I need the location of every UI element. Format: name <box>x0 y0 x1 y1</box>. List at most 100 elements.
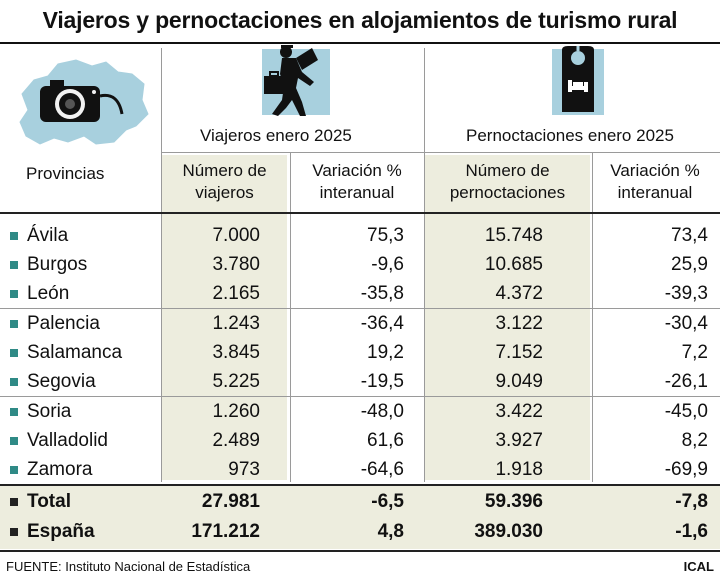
cell-pernoctaciones: 59.396 <box>484 491 543 512</box>
cell-viajeros: 3.780 <box>212 254 260 275</box>
header-var-pernoct-line1: Variación % <box>610 161 700 180</box>
shade-num-pernoct <box>425 155 590 480</box>
divider-h-group-1 <box>0 308 720 309</box>
header-num-pernoct: Número de pernoctaciones <box>425 160 590 204</box>
cell-pernoctaciones: 10.685 <box>484 254 543 275</box>
cell-var-viajeros: 19,2 <box>367 342 404 363</box>
header-var-pernoct-line2: interanual <box>617 183 693 202</box>
group-label-pernoctaciones: Pernoctaciones enero 2025 <box>466 126 674 145</box>
cell-viajeros: 2.489 <box>212 430 260 451</box>
row-bullet <box>10 232 18 240</box>
cell-viajeros: 973 <box>228 459 260 480</box>
divider-h-bottom <box>0 550 720 552</box>
cell-viajeros: 5.225 <box>212 371 260 392</box>
cell-pernoctaciones: 15.748 <box>484 225 543 246</box>
divider-h-totals <box>0 484 720 486</box>
cell-var-viajeros: -19,5 <box>360 371 404 392</box>
cell-var-pernoct: -30,4 <box>664 313 708 334</box>
cell-viajeros: 171.212 <box>191 521 260 542</box>
cell-var-pernoct: -7,8 <box>675 491 708 512</box>
cell-pernoctaciones: 3.122 <box>495 313 543 334</box>
header-var-viajeros: Variación % interanual <box>292 160 422 204</box>
cell-pernoctaciones: 4.372 <box>495 283 543 304</box>
divider-h-header <box>162 152 720 153</box>
agency-credit: ICAL <box>683 559 714 574</box>
province-name: Total <box>27 491 71 512</box>
province-name: León <box>27 283 70 304</box>
cell-var-pernoct: -1,6 <box>675 521 708 542</box>
cell-var-pernoct: 7,2 <box>681 342 708 363</box>
cell-pernoctaciones: 1.918 <box>495 459 543 480</box>
cell-pernoctaciones: 7.152 <box>495 342 543 363</box>
row-bullet <box>10 437 18 445</box>
cell-var-viajeros: 61,6 <box>367 430 404 451</box>
header-var-pernoct: Variación % interanual <box>595 160 715 204</box>
title-divider <box>0 42 720 44</box>
province-name: España <box>27 521 95 542</box>
province-name: Burgos <box>27 254 88 275</box>
divider-v-3 <box>424 48 425 482</box>
province-name: Ávila <box>27 225 69 246</box>
divider-h-body-top <box>0 212 720 214</box>
cell-var-pernoct: 25,9 <box>671 254 708 275</box>
cell-pernoctaciones: 3.927 <box>495 430 543 451</box>
cell-pernoctaciones: 389.030 <box>474 521 543 542</box>
cell-var-viajeros: -35,8 <box>360 283 404 304</box>
source-note: FUENTE: Instituto Nacional de Estadístic… <box>6 558 250 576</box>
province-name: Valladolid <box>27 430 108 451</box>
divider-v-4 <box>592 152 593 482</box>
cell-var-viajeros: -6,5 <box>371 491 404 512</box>
cell-viajeros: 1.260 <box>212 401 260 422</box>
cell-viajeros: 2.165 <box>212 283 260 304</box>
header-var-viajeros-line2: interanual <box>319 183 395 202</box>
cell-var-pernoct: -26,1 <box>664 371 708 392</box>
cell-pernoctaciones: 3.422 <box>495 401 543 422</box>
header-num-pernoct-line1: Número de <box>465 161 550 180</box>
cell-viajeros: 27.981 <box>201 491 260 512</box>
province-name: Soria <box>27 401 72 422</box>
group-label-viajeros: Viajeros enero 2025 <box>200 126 352 145</box>
shade-totals <box>0 486 720 549</box>
cell-var-viajeros: -9,6 <box>371 254 404 275</box>
source-text: Instituto Nacional de Estadística <box>61 559 251 574</box>
cell-var-pernoct: -39,3 <box>664 283 708 304</box>
cell-var-pernoct: 73,4 <box>671 225 708 246</box>
row-bullet <box>10 349 18 357</box>
cell-var-pernoct: -45,0 <box>664 401 708 422</box>
header-num-pernoct-line2: pernoctaciones <box>449 183 566 202</box>
cell-var-viajeros: -64,6 <box>360 459 404 480</box>
header-num-viajeros: Número de viajeros <box>162 160 287 204</box>
divider-v-2 <box>290 152 291 482</box>
province-name: Salamanca <box>27 342 123 363</box>
row-bullet <box>10 408 18 416</box>
row-bullet <box>10 378 18 386</box>
province-name: Segovia <box>27 371 96 392</box>
traveler-icon <box>264 45 318 116</box>
province-name: Palencia <box>27 313 100 334</box>
camera-map-icon <box>19 59 149 145</box>
divider-v-1 <box>161 48 162 482</box>
header-provincias: Provincias <box>26 164 105 183</box>
page-title: Viajeros y pernoctaciones en alojamiento… <box>42 7 678 33</box>
cell-var-viajeros: 75,3 <box>367 225 404 246</box>
cell-viajeros: 3.845 <box>212 342 260 363</box>
cell-viajeros: 7.000 <box>212 225 260 246</box>
header-num-viajeros-line2: viajeros <box>195 183 254 202</box>
row-bullet <box>10 528 18 536</box>
cell-var-pernoct: 8,2 <box>681 430 708 451</box>
row-bullet <box>10 466 18 474</box>
cell-viajeros: 1.243 <box>212 313 260 334</box>
shade-num-viajeros <box>162 155 287 480</box>
cell-pernoctaciones: 9.049 <box>495 371 543 392</box>
row-bullet <box>10 320 18 328</box>
row-bullet <box>10 261 18 269</box>
header-num-viajeros-line1: Número de <box>182 161 267 180</box>
province-name: Zamora <box>27 459 93 480</box>
row-bullet <box>10 290 18 298</box>
cell-var-pernoct: -69,9 <box>664 459 708 480</box>
source-label: FUENTE: <box>6 559 62 574</box>
divider-h-group-2 <box>0 396 720 397</box>
cell-var-viajeros: -48,0 <box>360 401 404 422</box>
do-not-disturb-hanger-icon <box>562 46 594 112</box>
header-var-viajeros-line1: Variación % <box>312 161 402 180</box>
